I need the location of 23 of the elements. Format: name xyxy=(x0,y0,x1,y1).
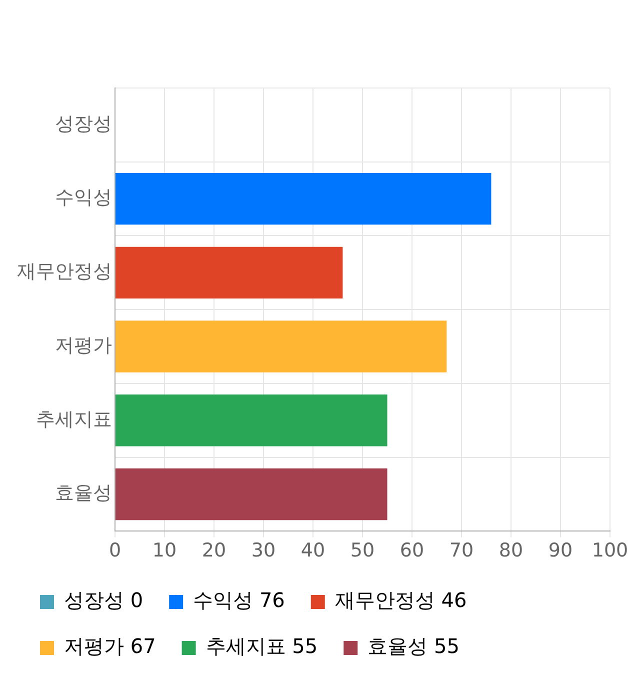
legend-label: 수익성 76 xyxy=(193,588,285,612)
legend-label: 성장성 0 xyxy=(64,588,144,612)
x-tick-label: 40 xyxy=(300,540,326,562)
x-tick-label: 90 xyxy=(548,540,573,562)
x-tick-label: 50 xyxy=(350,540,375,562)
legend-label: 효율성 55 xyxy=(368,634,460,658)
legend-label: 저평가 67 xyxy=(64,634,156,658)
y-tick-label: 추세지표 xyxy=(36,408,112,430)
y-tick-label: 재무안정성 xyxy=(17,260,112,283)
x-tick-label: 80 xyxy=(498,540,524,562)
x-tick-label: 70 xyxy=(449,540,474,562)
x-tick-label: 30 xyxy=(251,540,276,562)
x-tick-label: 20 xyxy=(202,540,226,562)
x-tick-label: 100 xyxy=(592,540,628,562)
y-tick-label: 효율성 xyxy=(55,482,112,504)
x-tick-label: 60 xyxy=(400,540,424,562)
legend-label: 추세지표 55 xyxy=(206,634,318,658)
y-tick-label: 저평가 xyxy=(55,334,112,356)
y-tick-label: 수익성 xyxy=(55,186,112,209)
x-tick-label: 10 xyxy=(152,540,177,562)
x-tick-label: 0 xyxy=(108,540,122,562)
y-tick-label: 성장성 xyxy=(55,112,112,135)
legend-label: 재무안정성 46 xyxy=(334,588,467,612)
